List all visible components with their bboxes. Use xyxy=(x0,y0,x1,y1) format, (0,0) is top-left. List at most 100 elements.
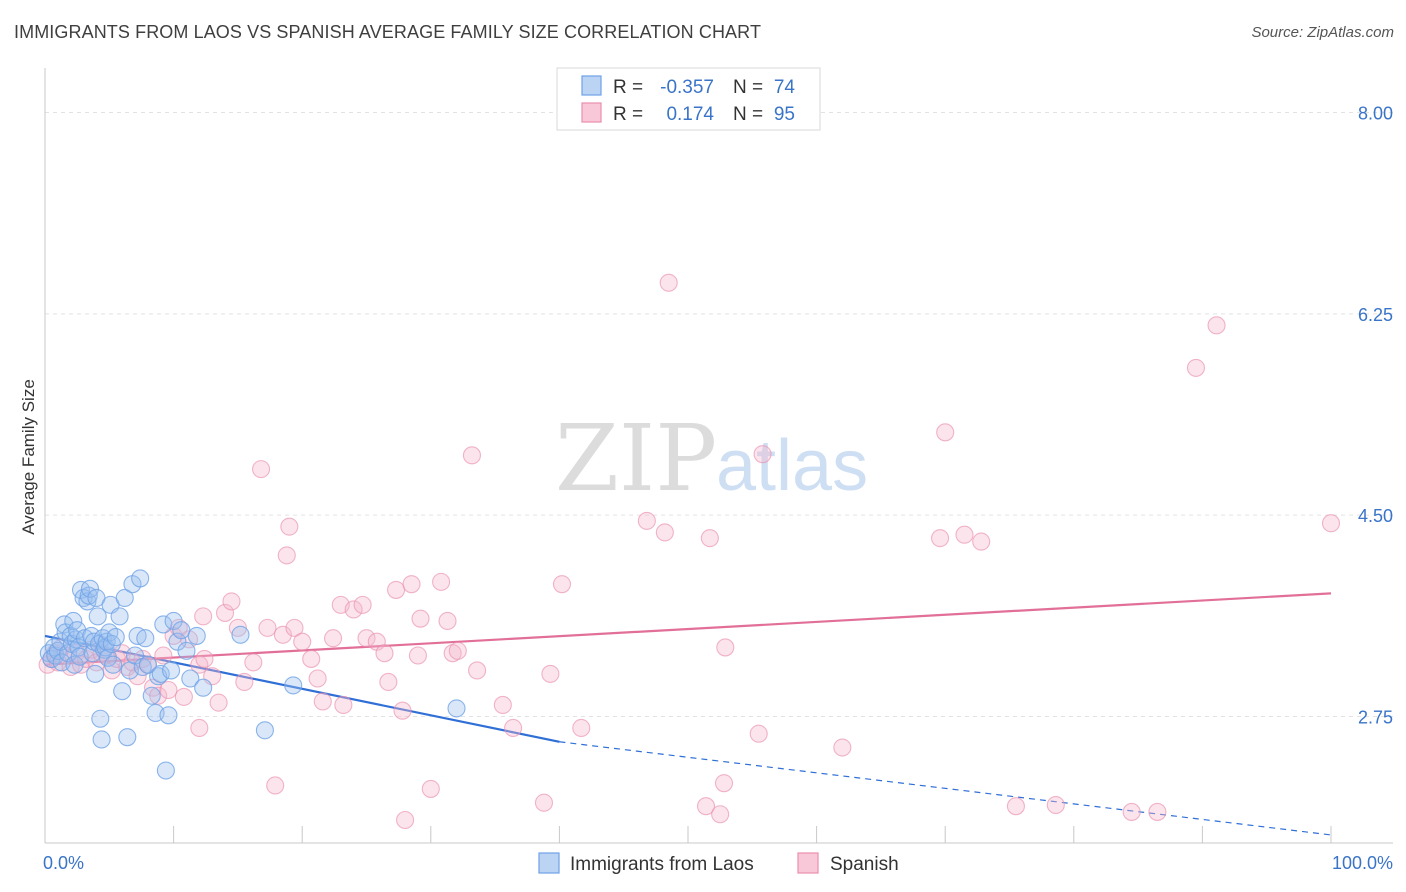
legend-r-value-spanish: 0.174 xyxy=(666,104,714,125)
y-axis-title: Average Family Size xyxy=(19,379,38,535)
point-spanish-39 xyxy=(235,672,254,691)
point-laos-38 xyxy=(100,623,119,642)
point-spanish-54 xyxy=(334,695,353,715)
point-spanish-64 xyxy=(402,575,421,594)
watermark-atlas: atlas xyxy=(716,426,868,506)
point-spanish-55 xyxy=(344,600,363,619)
series-laos xyxy=(39,569,466,780)
point-spanish-49 xyxy=(302,649,321,668)
point-laos-44 xyxy=(113,682,132,701)
bottom-legend-label-laos: Immigrants from Laos xyxy=(570,854,754,875)
x-tick-label-1: 100.0% xyxy=(1332,853,1393,873)
point-laos-51 xyxy=(131,569,150,588)
series-spanish xyxy=(38,273,1341,830)
axes xyxy=(44,68,1393,844)
y-tick-label-3: 8.00 xyxy=(1358,104,1393,124)
watermark: ZIP atlas xyxy=(555,405,868,512)
legend-swatch-laos xyxy=(581,75,602,96)
point-spanish-82 xyxy=(659,273,678,292)
point-spanish-25 xyxy=(159,680,178,700)
point-laos-27 xyxy=(86,664,105,683)
legend-n-value-laos: 74 xyxy=(774,77,796,98)
point-laos-9 xyxy=(59,644,78,663)
point-spanish-62 xyxy=(393,701,412,720)
point-laos-41 xyxy=(104,655,123,674)
point-laos-29 xyxy=(88,607,107,626)
point-laos-58 xyxy=(151,664,170,683)
point-spanish-95 xyxy=(1006,797,1025,816)
legend-r-value-laos: -0.357 xyxy=(660,77,714,98)
point-laos-32 xyxy=(92,730,111,749)
point-spanish-56 xyxy=(353,595,372,614)
point-spanish-88 xyxy=(749,724,768,743)
point-spanish-36 xyxy=(215,603,235,622)
point-spanish-40 xyxy=(244,653,263,672)
legend-n-label-laos: N = xyxy=(733,77,763,98)
point-spanish-86 xyxy=(714,774,734,793)
point-laos-62 xyxy=(161,661,181,680)
source-label: Source: ZipAtlas.com xyxy=(1251,24,1394,41)
point-spanish-92 xyxy=(936,423,955,442)
point-spanish-42 xyxy=(258,618,277,637)
point-spanish-78 xyxy=(552,575,572,594)
point-spanish-60 xyxy=(379,672,398,691)
point-laos-23 xyxy=(80,579,100,598)
legend-r-label-spanish: R = xyxy=(613,104,643,125)
grid-lines xyxy=(45,112,1393,717)
point-laos-71 xyxy=(255,721,274,740)
bottom-legend-swatch-laos xyxy=(538,852,560,874)
point-spanish-35 xyxy=(209,693,228,712)
point-spanish-41 xyxy=(251,460,271,479)
legend-r-label-laos: R = xyxy=(613,77,643,98)
point-laos-61 xyxy=(159,706,178,725)
point-spanish-84 xyxy=(700,529,719,548)
point-spanish-59 xyxy=(375,644,394,663)
point-spanish-44 xyxy=(273,625,292,644)
point-spanish-33 xyxy=(194,607,213,626)
point-spanish-38 xyxy=(228,618,247,637)
point-laos-72 xyxy=(284,676,303,695)
point-spanish-97 xyxy=(1122,802,1141,821)
point-spanish-46 xyxy=(285,618,304,637)
point-spanish-66 xyxy=(411,609,430,628)
point-spanish-94 xyxy=(972,532,991,551)
trend-line-spanish xyxy=(44,592,1332,666)
point-laos-65 xyxy=(172,621,191,640)
point-laos-69 xyxy=(194,678,213,697)
point-spanish-52 xyxy=(324,629,343,648)
point-spanish-69 xyxy=(438,611,457,631)
point-laos-55 xyxy=(142,686,161,705)
point-spanish-89 xyxy=(753,445,772,464)
point-laos-67 xyxy=(181,669,200,688)
point-laos-43 xyxy=(110,607,129,626)
point-spanish-74 xyxy=(493,695,512,715)
point-spanish-51 xyxy=(313,692,332,711)
point-spanish-32 xyxy=(190,718,209,738)
point-spanish-65 xyxy=(408,646,427,665)
point-laos-73 xyxy=(447,699,466,718)
point-laos-63 xyxy=(164,611,183,631)
point-laos-46 xyxy=(118,728,137,747)
point-spanish-99 xyxy=(1186,358,1206,377)
point-spanish-85 xyxy=(711,805,730,824)
point-spanish-68 xyxy=(432,572,451,591)
point-spanish-50 xyxy=(308,669,327,688)
point-spanish-90 xyxy=(833,738,852,757)
point-spanish-79 xyxy=(572,718,591,738)
point-spanish-76 xyxy=(534,793,554,812)
point-laos-60 xyxy=(156,761,175,780)
point-spanish-71 xyxy=(448,641,467,660)
bottom-legend-swatch-spanish xyxy=(797,852,819,874)
legend-n-value-spanish: 95 xyxy=(774,104,795,125)
point-spanish-43 xyxy=(266,776,285,795)
bottom-legend-label-spanish: Spanish xyxy=(830,854,899,875)
trend-line-laos-extension xyxy=(559,741,1332,836)
legend-swatch-spanish xyxy=(581,102,602,123)
y-tick-label-1: 4.50 xyxy=(1358,506,1393,526)
point-laos-54 xyxy=(138,655,157,674)
point-laos-53 xyxy=(136,629,155,648)
point-laos-31 xyxy=(91,709,110,728)
y-tick-label-0: 2.75 xyxy=(1358,707,1393,727)
point-laos-68 xyxy=(187,626,206,645)
y-tick-labels: 2.75 4.50 6.25 8.00 xyxy=(1358,104,1393,728)
